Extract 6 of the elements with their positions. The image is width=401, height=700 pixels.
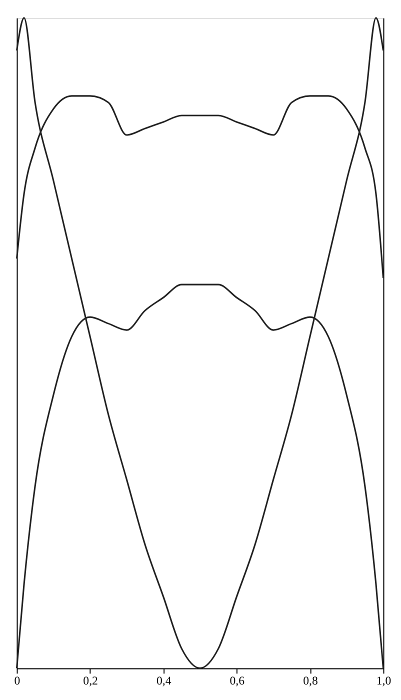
x-tick-label: 0,8: [303, 673, 318, 688]
x-tick-label: 0: [14, 673, 20, 688]
x-tick-label: 0,4: [156, 673, 172, 688]
x-tick-label: 0,2: [83, 673, 98, 688]
x-tick-label: 0,6: [230, 673, 245, 688]
x-tick-label: 1,0: [376, 673, 392, 688]
